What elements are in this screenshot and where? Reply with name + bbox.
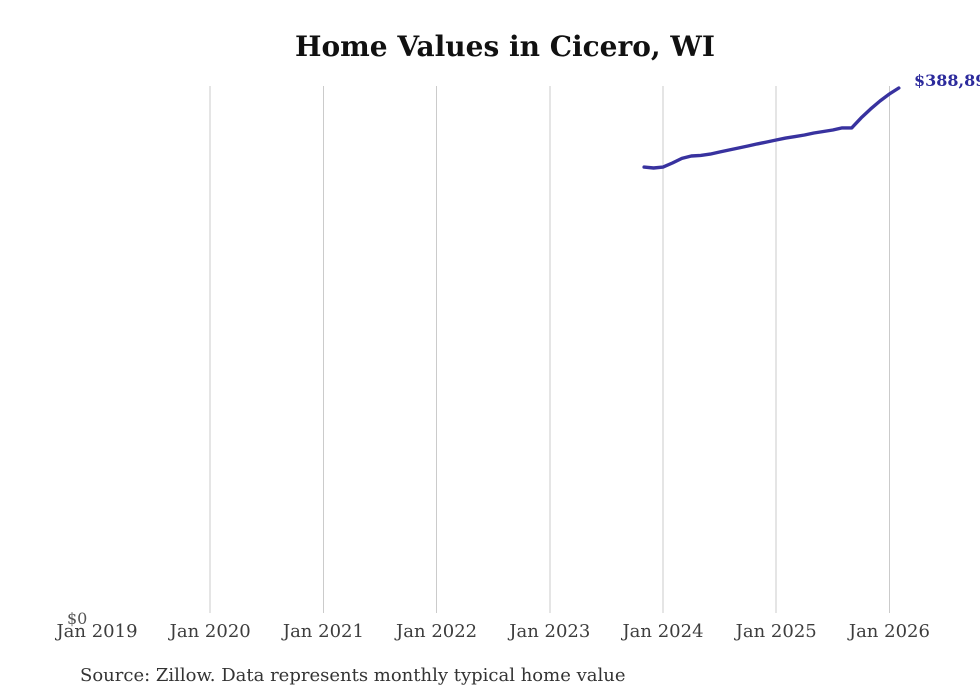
source-note: Source: Zillow. Data represents monthly … [80, 665, 626, 686]
x-axis-label: Jan 2024 [622, 621, 704, 642]
x-axis-label: Jan 2023 [509, 621, 591, 642]
x-axis-label: Jan 2019 [56, 621, 138, 642]
x-axis-label: Jan 2022 [396, 621, 478, 642]
y-axis-zero-label: $0 [67, 609, 88, 628]
year-gridlines [209, 86, 890, 613]
chart-title: Home Values in Cicero, WI [295, 30, 715, 63]
x-axis-label: Jan 2025 [735, 621, 817, 642]
x-axis-label: Jan 2026 [848, 621, 930, 642]
x-axis-label: Jan 2020 [169, 621, 251, 642]
home-value-line [642, 86, 901, 170]
latest-value-label: $388,890 [914, 71, 980, 90]
x-axis-label: Jan 2021 [282, 621, 364, 642]
